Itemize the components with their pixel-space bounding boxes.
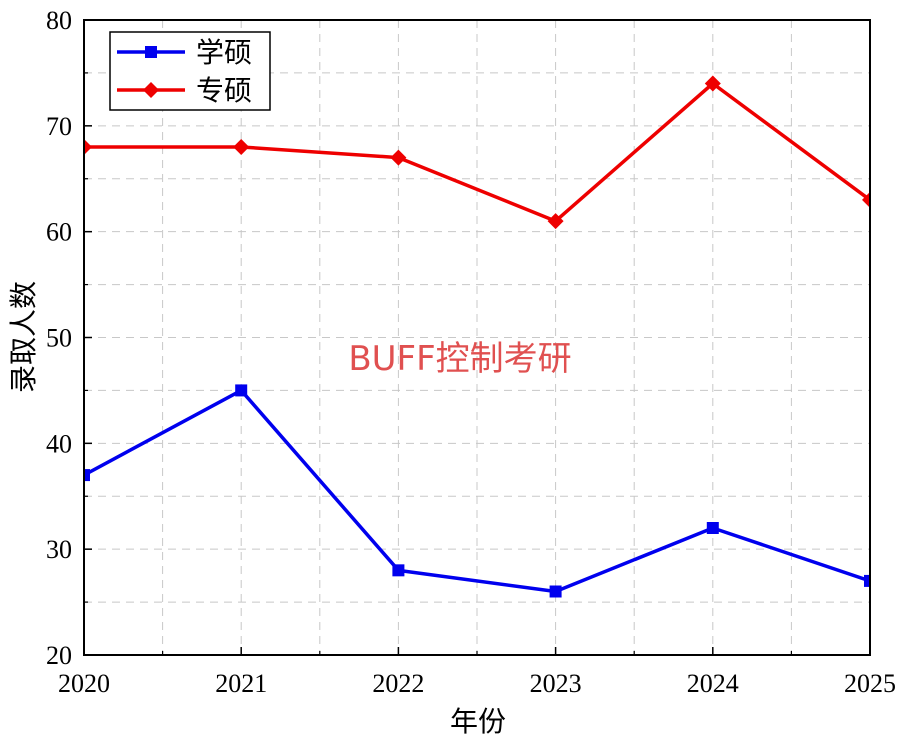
series-1 [84,384,870,598]
y-tick-label: 80 [46,6,72,35]
data-point-2-2024 [704,75,721,92]
legend-marker-1 [145,46,157,58]
data-point-2-2023 [547,213,564,230]
x-tick-label: 2022 [372,669,424,698]
data-point-1-2021 [235,384,248,397]
data-point-2-2022 [390,149,407,166]
x-tick-label: 2025 [844,669,896,698]
y-tick-label: 60 [46,218,72,247]
data-point-2-2025 [862,191,870,208]
data-point-2-2020 [84,139,92,155]
data-point-1-2020 [84,469,90,482]
axis-ticks: 2020 2021 2022 2023 2024 2025 20 30 40 50 60 70 80 [46,6,896,698]
y-tick-label: 50 [46,324,72,353]
y-tick-label: 20 [46,641,72,670]
data-point-1-2022 [392,564,405,577]
grid-lines [84,20,870,655]
x-tick-label: 2020 [58,669,110,698]
series-line-2 [84,81,870,223]
series-line-1 [84,388,870,594]
x-tick-label: 2021 [215,669,267,698]
y-tick-label: 30 [46,535,72,564]
series-layer [84,75,870,598]
data-point-1-2024 [706,522,719,534]
data-point-2-2021 [233,139,250,155]
y-tick-label: 70 [46,112,72,141]
x-tick-label: 2024 [687,669,739,698]
x-axis-label: 年份 [450,705,506,738]
y-tick-label: 40 [46,429,72,458]
y-axis-label: 录取人数 [7,281,40,393]
legend-label-1: 学硕 [196,36,252,69]
data-point-1-2025 [864,574,870,587]
watermark-text: BUFF控制考研 [348,339,571,379]
legend-label-2: 专硕 [196,74,252,107]
data-point-1-2023 [549,585,562,598]
legend-marker-2 [143,82,159,98]
series-2 [84,75,870,230]
x-tick-label: 2023 [530,669,582,698]
legend-box [109,31,271,111]
